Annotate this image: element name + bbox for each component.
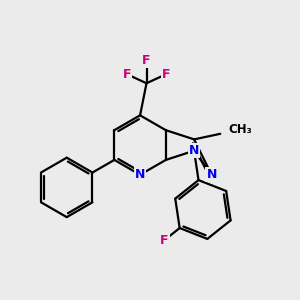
Text: F: F (123, 68, 131, 81)
Text: N: N (135, 168, 145, 181)
Text: N: N (206, 168, 217, 181)
Text: CH₃: CH₃ (228, 123, 252, 136)
Text: N: N (189, 144, 199, 157)
Text: F: F (142, 55, 151, 68)
Text: F: F (162, 68, 170, 81)
Text: F: F (160, 234, 169, 247)
